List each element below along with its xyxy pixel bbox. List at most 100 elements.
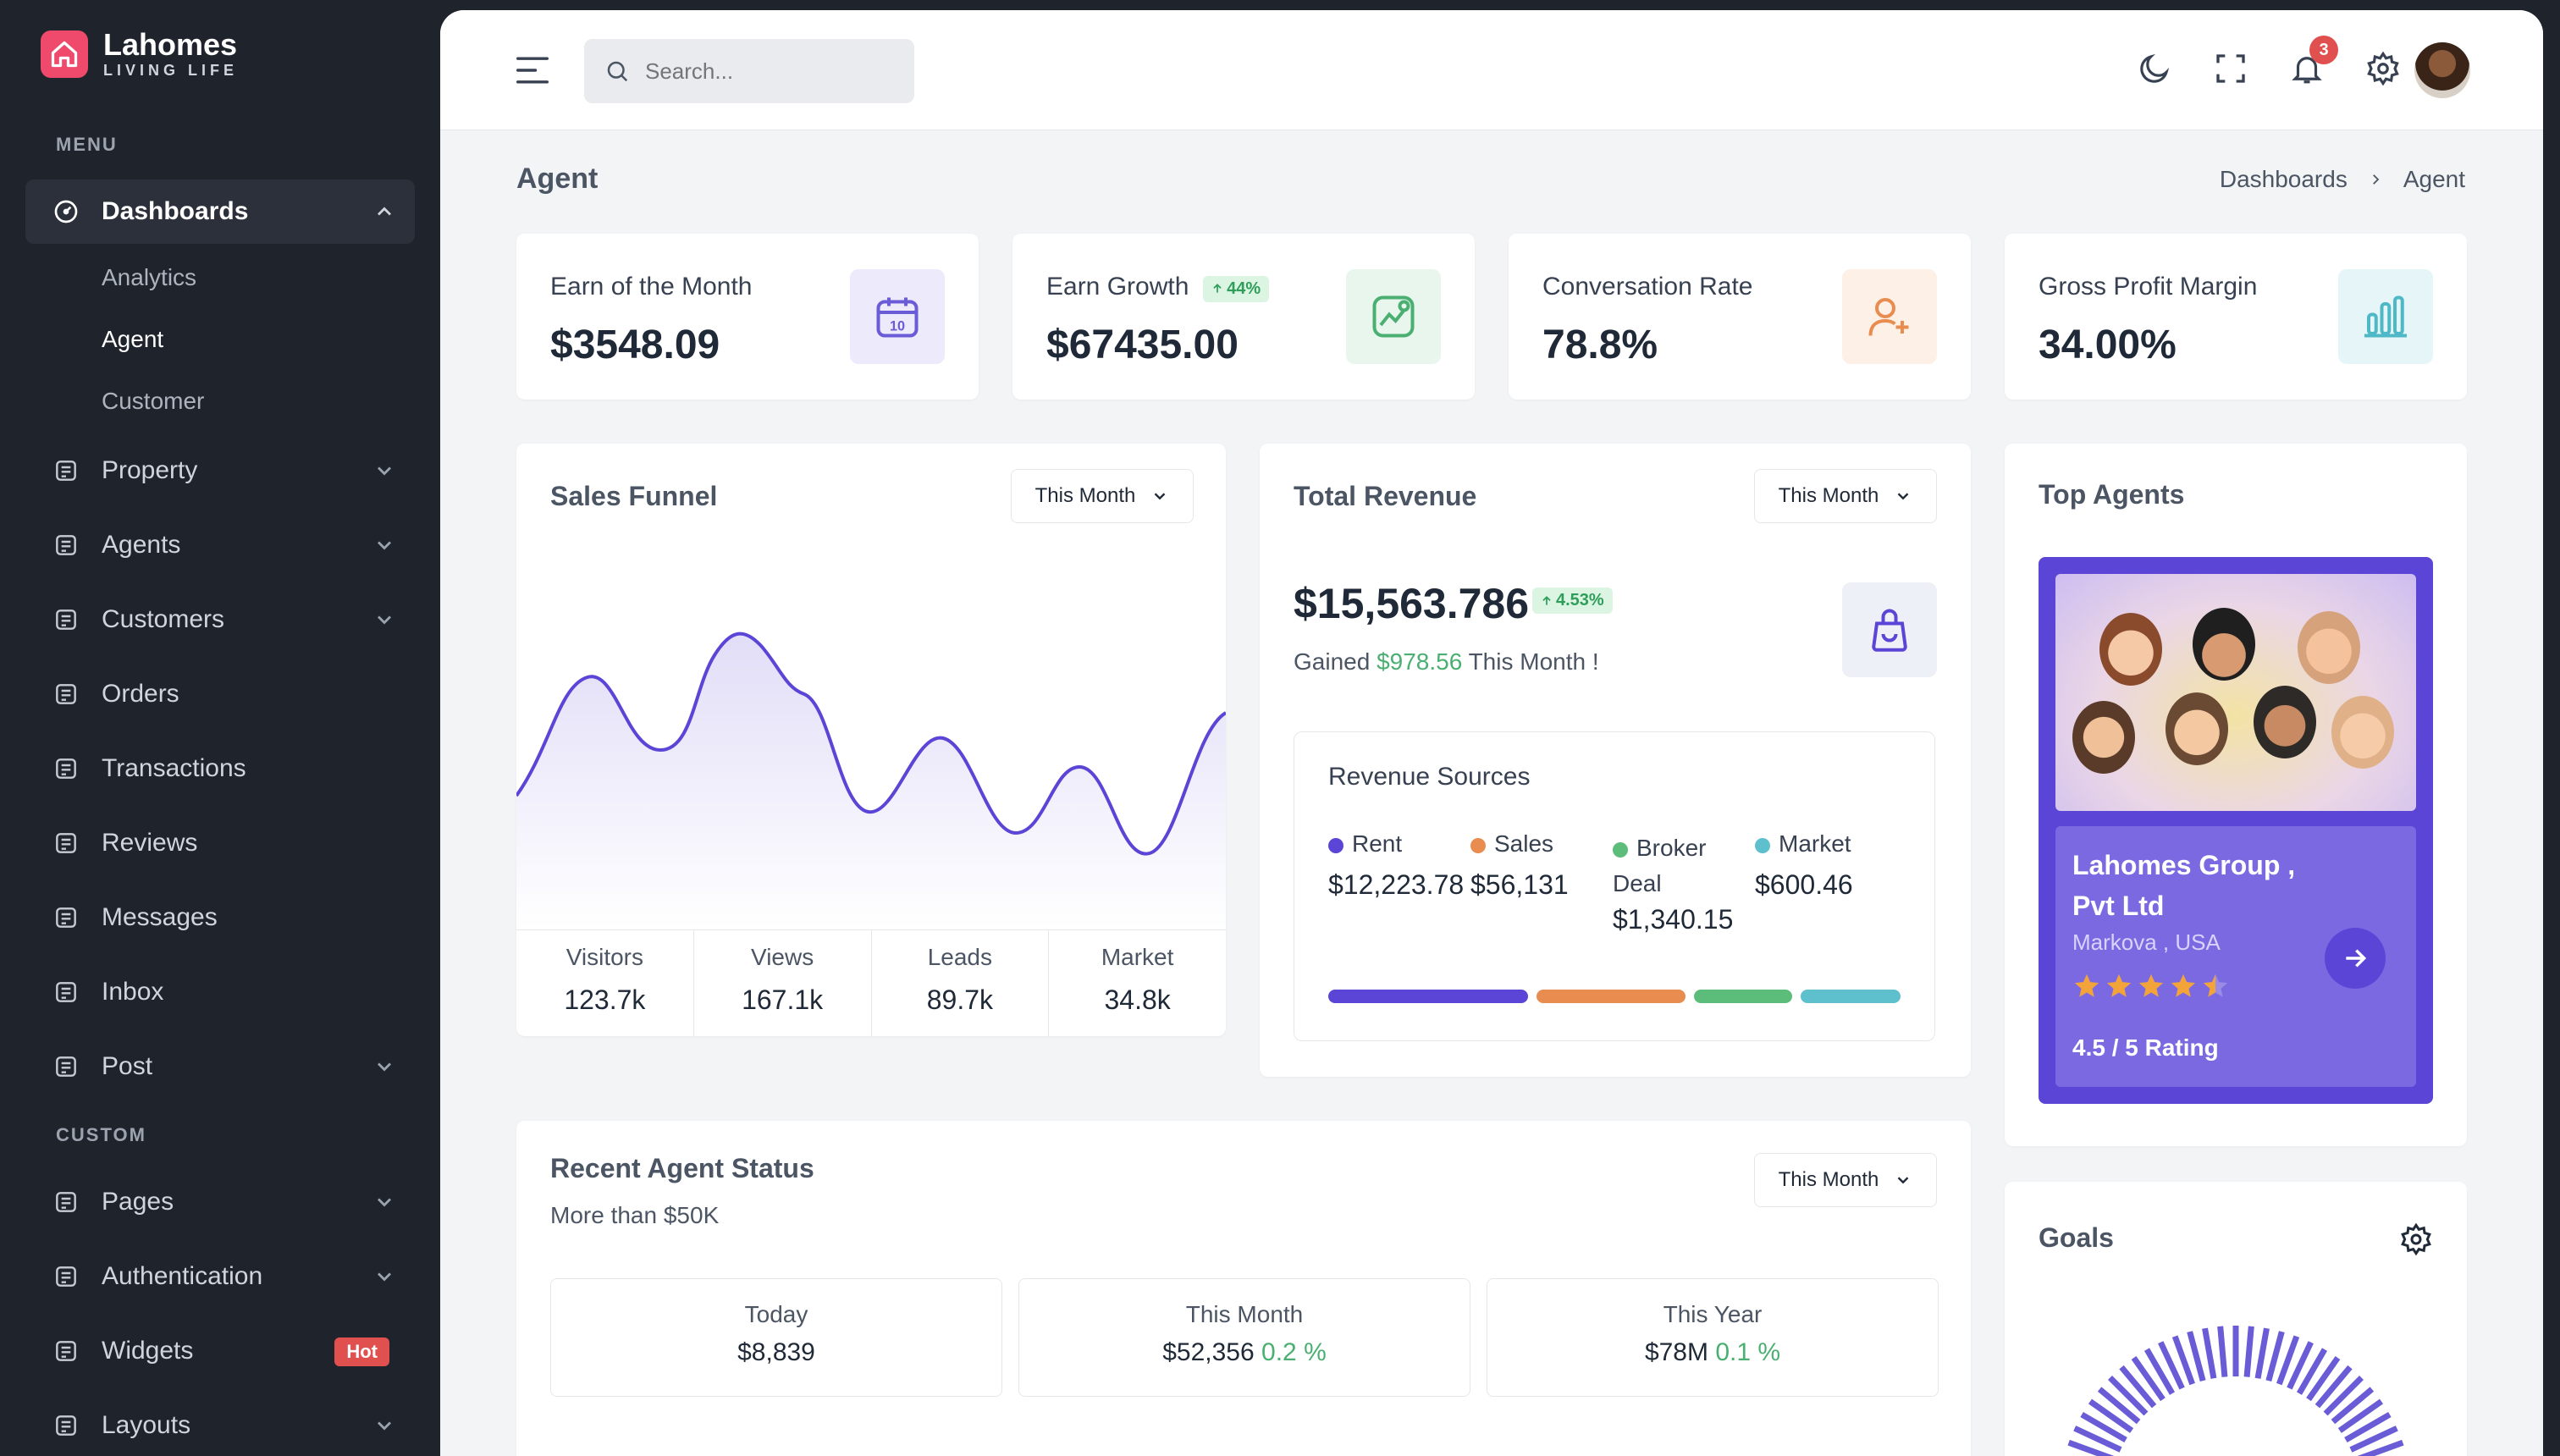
- metric-views: Views 167.1k: [694, 930, 872, 1036]
- search-input[interactable]: [645, 58, 899, 85]
- building-icon: [51, 455, 81, 486]
- fullscreen-icon: [2216, 54, 2245, 83]
- stat-label: Conversation Rate: [1542, 273, 1753, 301]
- arrow-up-icon: [1213, 284, 1222, 293]
- agent-info: Lahomes Group , Pvt Ltd Markova , USA 4.…: [2055, 826, 2416, 1087]
- metric-visitors: Visitors 123.7k: [516, 930, 694, 1036]
- sidebar-item-label: Agents: [102, 531, 181, 559]
- gained-suffix: This Month !: [1468, 648, 1599, 675]
- star-icon: [2074, 973, 2099, 997]
- gauge-tick: [2296, 1348, 2328, 1395]
- sidebar-item-authentication[interactable]: Authentication: [25, 1244, 415, 1309]
- stat-value: 78.8%: [1542, 323, 1658, 367]
- sidebar-item-dashboards[interactable]: Dashboards: [25, 179, 415, 244]
- source-broker-deal: Broker Deal $1,340.15: [1613, 830, 1740, 937]
- agent-name: Lahomes Group , Pvt Ltd: [2072, 850, 2296, 921]
- card-title: Top Agents: [2039, 479, 2185, 510]
- gained-prefix: Gained: [1294, 648, 1371, 675]
- topbar: 3: [440, 10, 2543, 130]
- lock-icon: [51, 1261, 81, 1292]
- home-lock-icon: [51, 679, 81, 709]
- sidebar-item-transactions[interactable]: Transactions: [25, 736, 415, 801]
- gauge-tick: [2349, 1426, 2398, 1453]
- period-dropdown[interactable]: This Month: [1011, 469, 1194, 523]
- sidebar-item-messages[interactable]: Messages: [25, 885, 415, 950]
- notifications-button[interactable]: 3: [2286, 36, 2338, 90]
- agent-feature-card[interactable]: Lahomes Group , Pvt Ltd Markova , USA 4.…: [2039, 557, 2433, 1104]
- card-subtitle: More than $50K: [550, 1202, 720, 1228]
- menu-toggle-icon[interactable]: [515, 54, 550, 86]
- chevron-down-icon: [378, 1062, 391, 1072]
- source-market: Market $600.46: [1755, 830, 1853, 901]
- metric-value: 89.7k: [926, 984, 994, 1015]
- user-avatar[interactable]: [2414, 42, 2470, 98]
- agent-rating-stars: [2072, 972, 2230, 1001]
- contact-list-icon: [51, 604, 81, 635]
- metric-value: 34.8k: [1104, 984, 1171, 1015]
- status-box-today: Today $8,839: [550, 1278, 1002, 1397]
- moon-icon: [2140, 53, 2170, 83]
- sidebar-item-reviews[interactable]: Reviews: [25, 811, 415, 875]
- goals-card: Goals: [2005, 1182, 2467, 1456]
- user-icon: [51, 530, 81, 560]
- gauge-tick: [2265, 1331, 2285, 1382]
- metric-value: 123.7k: [564, 984, 646, 1015]
- avatar-face: [2099, 613, 2162, 686]
- calendar-icon: 10: [850, 269, 945, 364]
- period-dropdown[interactable]: This Month: [1754, 469, 1937, 523]
- gauge-tick: [2217, 1326, 2228, 1377]
- gauge-tick: [2357, 1439, 2404, 1456]
- progress-segment-sales: [1537, 990, 1686, 1003]
- view-agent-button[interactable]: [2325, 928, 2386, 989]
- review-icon: [51, 828, 81, 858]
- sidebar-item-widgets[interactable]: Widgets Hot: [25, 1319, 415, 1383]
- sidebar-item-customers[interactable]: Customers: [25, 587, 415, 652]
- chevron-down-icon: [378, 1198, 391, 1207]
- gauge-tick: [2306, 1355, 2341, 1402]
- card-title: Recent Agent Status: [550, 1153, 814, 1183]
- dark-mode-toggle[interactable]: [2133, 47, 2176, 90]
- sidebar-item-inbox[interactable]: Inbox: [25, 960, 415, 1024]
- sidebar-item-layouts[interactable]: Layouts: [25, 1393, 415, 1456]
- sidebar-subitem-analytics[interactable]: Analytics: [102, 264, 197, 290]
- gained-amount: $978.56: [1377, 648, 1463, 675]
- sidebar-item-property[interactable]: Property: [25, 438, 415, 503]
- sidebar-subitem-agent[interactable]: Agent: [102, 326, 164, 352]
- star-icon: [2106, 973, 2132, 997]
- gauge-icon: [51, 196, 81, 227]
- chevron-down-icon: [1155, 493, 1166, 500]
- chevron-down-icon: [378, 541, 391, 550]
- house-logo-icon: [41, 30, 88, 78]
- fullscreen-button[interactable]: [2210, 47, 2252, 90]
- avatar-face: [2193, 608, 2255, 681]
- gauge-tick: [2088, 1398, 2134, 1433]
- stat-label-text: Earn Growth: [1046, 273, 1189, 301]
- sidebar-item-orders[interactable]: Orders: [25, 662, 415, 726]
- avatar-face: [2072, 701, 2135, 774]
- sidebar-item-label: Property: [102, 456, 198, 484]
- search-box[interactable]: [584, 39, 914, 103]
- avatar-face: [2254, 686, 2316, 758]
- messages-icon: [51, 902, 81, 933]
- sidebar-item-agents[interactable]: Agents: [25, 513, 415, 577]
- source-value: $56,131: [1470, 869, 1569, 900]
- gear-icon[interactable]: [2399, 1222, 2433, 1256]
- sidebar-subitem-customer[interactable]: Customer: [102, 388, 205, 414]
- brand-logo[interactable]: Lahomes LIVING LIFE: [41, 29, 238, 80]
- gauge-tick: [2314, 1365, 2353, 1409]
- chart-growth-icon: [1346, 269, 1441, 364]
- period-dropdown[interactable]: This Month: [1754, 1153, 1937, 1207]
- metric-value: 167.1k: [742, 984, 824, 1015]
- chevron-down-icon: [378, 1421, 391, 1431]
- breadcrumb-link-dashboards[interactable]: Dashboards: [2219, 166, 2348, 192]
- settings-button[interactable]: [2362, 47, 2404, 90]
- source-label: Rent: [1352, 830, 1403, 857]
- sidebar-item-pages[interactable]: Pages: [25, 1170, 415, 1234]
- chevron-up-icon: [378, 207, 391, 216]
- status-change: 0.2 %: [1261, 1338, 1327, 1366]
- notification-count-badge: 3: [2309, 36, 2338, 64]
- status-label: This Year: [1663, 1301, 1763, 1327]
- sidebar-item-post[interactable]: Post: [25, 1034, 415, 1099]
- metric-leads: Leads 89.7k: [872, 930, 1050, 1036]
- source-value: $600.46: [1755, 869, 1853, 900]
